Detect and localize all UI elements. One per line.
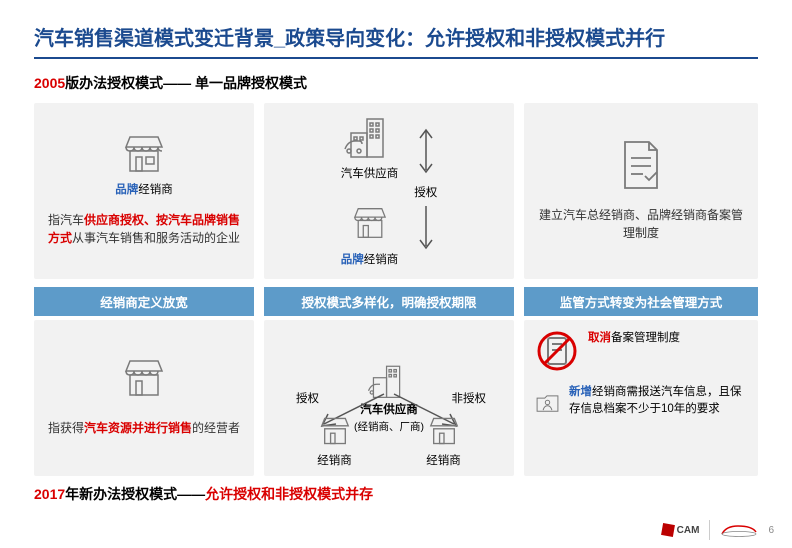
shop-icon	[351, 207, 389, 239]
year-2017: 2017	[34, 486, 65, 502]
shop-icon	[427, 417, 461, 445]
header-2: 授权模式多样化，明确授权期限	[264, 287, 514, 316]
auth-label: 授权	[414, 184, 437, 200]
page-footer: CAM 6	[661, 520, 774, 540]
supplier-dealer-stack: 汽车供应商 品牌经销商	[341, 115, 399, 267]
card-brand-dealer: 品牌经销商 指汽车供应商授权、按汽车品牌销售方式从事汽车销售和服务活动的企业	[34, 103, 254, 279]
car-logo-icon	[720, 522, 758, 538]
card-auth-diverse: 汽车供应商 (经销商、厂商) 授权 非授权 经销商 经销商	[264, 320, 514, 476]
cam-logo: CAM	[661, 523, 700, 537]
document-icon	[619, 140, 663, 190]
page-number: 6	[768, 525, 774, 536]
arrow-down-icon	[416, 204, 436, 254]
cancel-item: 取消备案管理制度	[536, 330, 746, 372]
shop-icon	[318, 417, 352, 445]
add-item: 新增经销商需报送汽车信息，且保存信息档案不少于10年的要求	[536, 384, 746, 422]
brand-dealer-desc: 指汽车供应商授权、按汽车品牌销售方式从事汽车销售和服务活动的企业	[44, 211, 244, 247]
auth-arrow-group: 授权	[414, 128, 437, 254]
row-1: 品牌经销商 指汽车供应商授权、按汽车品牌销售方式从事汽车销售和服务活动的企业 汽…	[34, 103, 758, 279]
subtitle-text: 版办法授权模式—— 单一品牌授权模式	[65, 75, 307, 91]
card-dealer-redefine: 指获得汽车资源并进行销售的经营者	[34, 320, 254, 476]
filing-desc: 建立汽车总经销商、品牌经销商备案管理制度	[534, 206, 748, 242]
brand-dealer-label-2: 品牌经销商	[341, 251, 399, 267]
supplier-label: 汽车供应商	[341, 165, 399, 181]
dealer-left: 经销商	[317, 417, 352, 468]
nonauth-label: 非授权	[452, 390, 487, 406]
building-icon	[343, 115, 397, 159]
card-auth-flow-2005: 汽车供应商 品牌经销商 授权	[264, 103, 514, 279]
year-2005: 2005	[34, 75, 65, 91]
folder-person-icon	[536, 384, 559, 422]
card-filing-system: 建立汽车总经销商、品牌经销商备案管理制度	[524, 103, 758, 279]
header-3: 监管方式转变为社会管理方式	[524, 287, 758, 316]
dealer-redefine-desc: 指获得汽车资源并进行销售的经营者	[48, 419, 240, 437]
subtitle-2017: 2017年新办法授权模式——允许授权和非授权模式并存	[34, 484, 758, 504]
row-2: 指获得汽车资源并进行销售的经营者 汽车供应商 (经销商、厂商) 授权 非授权 经…	[34, 320, 758, 476]
slide-title: 汽车销售渠道模式变迁背景_政策导向变化：允许授权和非授权模式并行	[34, 22, 758, 59]
shop-icon	[122, 359, 166, 397]
brand-dealer-label: 品牌经销商	[115, 181, 173, 197]
subtitle-2005: 2005版办法授权模式—— 单一品牌授权模式	[34, 73, 758, 93]
arrow-down-icon	[416, 128, 436, 178]
footer-divider	[709, 520, 710, 540]
auth-label-2: 授权	[296, 390, 319, 406]
cancel-icon	[536, 330, 578, 372]
dealer-right: 经销商	[426, 417, 461, 468]
shop-icon	[122, 135, 166, 173]
slide: 汽车销售渠道模式变迁背景_政策导向变化：允许授权和非授权模式并行 2005版办法…	[0, 0, 792, 548]
cam-logo-icon	[661, 523, 675, 537]
footer-red-text: 允许授权和非授权模式并存	[205, 486, 373, 502]
header-1: 经销商定义放宽	[34, 287, 254, 316]
header-row: 经销商定义放宽 授权模式多样化，明确授权期限 监管方式转变为社会管理方式	[34, 287, 758, 320]
card-supervision: 取消备案管理制度 新增经销商需报送汽车信息，且保存信息档案不少于10年的要求	[524, 320, 758, 476]
